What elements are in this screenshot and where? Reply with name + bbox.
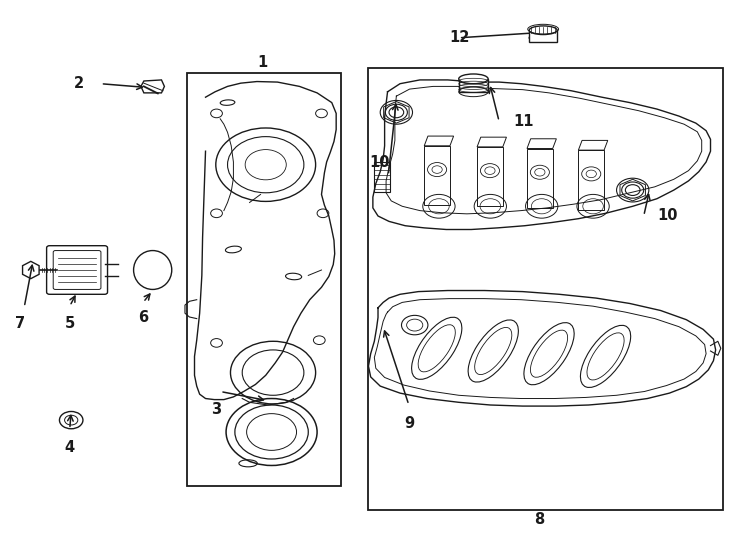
Bar <box>187 73 341 486</box>
Polygon shape <box>23 261 39 279</box>
Ellipse shape <box>529 33 557 42</box>
Text: 10: 10 <box>369 155 390 170</box>
Text: 7: 7 <box>15 316 26 331</box>
Text: 3: 3 <box>211 402 222 417</box>
Bar <box>529 30 557 42</box>
Bar <box>477 147 503 206</box>
Ellipse shape <box>529 26 557 35</box>
Text: 10: 10 <box>657 208 677 224</box>
Text: 2: 2 <box>74 76 84 91</box>
Text: 4: 4 <box>65 440 75 455</box>
Bar <box>527 148 553 208</box>
Text: 1: 1 <box>258 55 268 70</box>
Ellipse shape <box>459 74 488 84</box>
Polygon shape <box>141 80 164 93</box>
Bar <box>459 79 488 92</box>
Text: 6: 6 <box>138 310 148 326</box>
Text: 12: 12 <box>449 30 470 45</box>
Text: 8: 8 <box>534 512 545 527</box>
Bar <box>578 150 604 210</box>
Bar <box>368 68 723 510</box>
Text: 9: 9 <box>404 416 414 431</box>
Bar <box>424 146 450 205</box>
FancyBboxPatch shape <box>47 246 107 294</box>
Text: 11: 11 <box>514 114 534 129</box>
Text: 5: 5 <box>65 316 75 331</box>
